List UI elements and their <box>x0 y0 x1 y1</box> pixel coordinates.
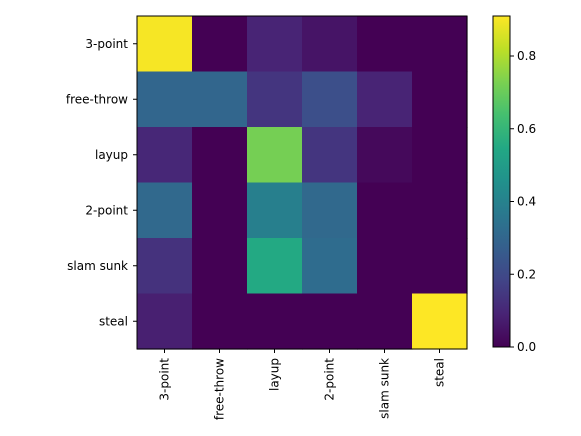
heatmap-cell <box>412 182 468 239</box>
heatmap-cell <box>192 16 248 73</box>
heatmap-cell <box>357 71 413 128</box>
heatmap-cell <box>302 127 358 184</box>
x-tick-label: 3-point <box>158 358 172 401</box>
heatmap-cell <box>357 238 413 295</box>
heatmap-cell <box>137 182 193 239</box>
heatmap-cell <box>137 71 193 128</box>
x-axis: 3-point free-throw layup 2-point slam sunk st… <box>158 349 447 420</box>
y-tick-label: steal <box>99 314 128 328</box>
colorbar-tick-label: 0.6 <box>517 122 536 136</box>
heatmap-cell <box>247 16 303 73</box>
heatmap-cell <box>302 238 358 295</box>
x-tick-label: slam sunk <box>378 358 392 419</box>
colorbar-tick-label: 0.4 <box>517 195 536 209</box>
colorbar <box>492 15 511 348</box>
plot-frame <box>136 15 468 350</box>
heatmap-cell <box>137 293 193 350</box>
heatmap-cell <box>412 16 468 73</box>
heatmap-cell <box>412 127 468 184</box>
y-tick-label: 2-point <box>85 203 128 217</box>
heatmap-cell <box>192 127 248 184</box>
colorbar-gradient <box>492 15 511 348</box>
heatmap-cells <box>137 16 468 350</box>
heatmap-cell <box>137 238 193 295</box>
heatmap-cell <box>247 71 303 128</box>
colorbar-tick-label: 0.8 <box>517 49 536 63</box>
heatmap-cell <box>247 182 303 239</box>
x-tick-label: free-throw <box>213 358 227 420</box>
x-tick-label: steal <box>433 358 447 387</box>
colorbar-tick-label: 0.2 <box>517 267 536 281</box>
heatmap-cell <box>137 16 193 73</box>
y-tick-label: 3-point <box>85 37 128 51</box>
heatmap-cell <box>357 16 413 73</box>
colorbar-ticks: 0.0 0.2 0.4 0.6 0.8 <box>510 49 536 354</box>
heatmap-cell <box>302 293 358 350</box>
heatmap-cell <box>357 127 413 184</box>
heatmap-cell <box>137 127 193 184</box>
heatmap-cell <box>412 293 468 350</box>
heatmap-cell <box>247 127 303 184</box>
heatmap-cell <box>192 238 248 295</box>
heatmap-cell <box>192 293 248 350</box>
colorbar-tick-label: 0.0 <box>517 340 536 354</box>
y-tick-label: layup <box>95 148 128 162</box>
heatmap-cell <box>247 238 303 295</box>
y-tick-label: free-throw <box>66 92 128 106</box>
heatmap-cell <box>192 71 248 128</box>
heatmap-cell <box>357 182 413 239</box>
heatmap-cell <box>302 16 358 73</box>
heatmap-cell <box>302 71 358 128</box>
heatmap-cell <box>412 238 468 295</box>
heatmap-cell <box>247 293 303 350</box>
heatmap-cell <box>302 182 358 239</box>
heatmap-cell <box>192 182 248 239</box>
x-tick-label: 2-point <box>323 358 337 401</box>
heatmap-cell <box>412 71 468 128</box>
y-axis: 3-point free-throw layup 2-point slam sunk st… <box>66 37 137 328</box>
x-tick-label: layup <box>268 358 282 391</box>
heatmap-cell <box>357 293 413 350</box>
y-tick-label: slam sunk <box>67 259 128 273</box>
